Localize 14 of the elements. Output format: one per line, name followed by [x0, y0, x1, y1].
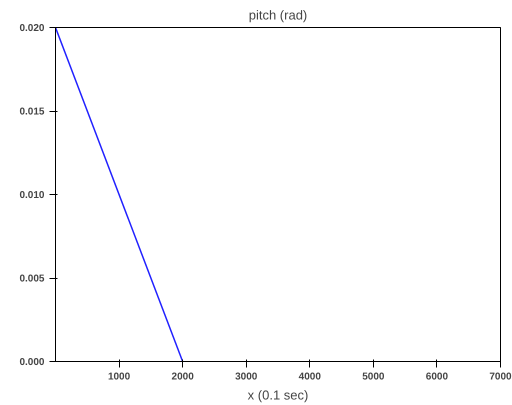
y-tick-label: 0.020: [19, 23, 45, 34]
x-axis-title: x (0.1 sec): [248, 388, 308, 402]
x-tick-label: 7000: [489, 372, 512, 382]
x-tick-label: 2000: [172, 372, 194, 382]
x-tick-label: 5000: [362, 372, 385, 382]
y-tick-label: 0.010: [19, 190, 45, 201]
y-tick-label: 0.000: [19, 357, 45, 368]
x-tick-label: 6000: [426, 372, 448, 382]
x-tick-label: 1000: [108, 372, 131, 382]
x-tick-label: 4000: [298, 372, 322, 382]
chart-title: pitch (rad): [248, 8, 308, 22]
x-tick-label: 3000: [235, 372, 258, 382]
y-tick-label: 0.005: [19, 274, 45, 284]
y-tick-label: 0.015: [19, 106, 45, 118]
